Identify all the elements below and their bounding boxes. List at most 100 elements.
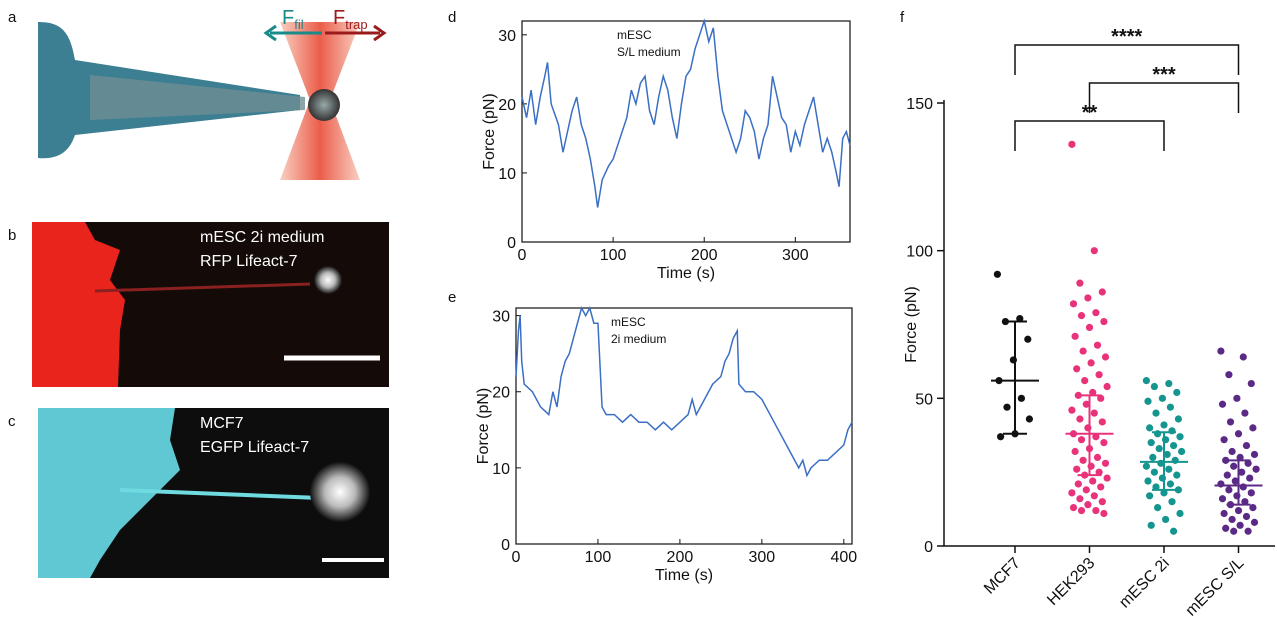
data-point	[1152, 483, 1160, 491]
data-point	[1236, 521, 1244, 529]
data-point	[1223, 471, 1231, 479]
data-point	[1077, 506, 1086, 515]
data-point	[1166, 403, 1174, 411]
data-point	[1225, 486, 1233, 494]
data-point	[1081, 377, 1089, 385]
data-point	[1098, 288, 1106, 296]
data-point	[1249, 504, 1257, 512]
data-point	[1069, 504, 1078, 512]
data-point	[1246, 474, 1254, 482]
data-point	[1085, 323, 1094, 332]
annotation: mESC	[611, 315, 646, 329]
force-trace	[521, 18, 851, 208]
data-point	[1247, 379, 1255, 388]
data-point	[1150, 382, 1158, 391]
data-point	[1222, 456, 1230, 464]
data-point	[1242, 441, 1251, 450]
data-point	[1171, 456, 1179, 464]
caption: EGFP Lifeact-7	[200, 439, 309, 456]
data-point	[1071, 447, 1079, 456]
plot-frame	[515, 307, 853, 545]
data-point	[1100, 317, 1108, 326]
panel-a-illustration	[38, 22, 387, 180]
data-point	[1160, 489, 1168, 497]
caption: mESC 2i medium	[200, 229, 324, 246]
force-trace	[515, 305, 853, 478]
data-point	[1142, 462, 1150, 470]
data-point	[1077, 312, 1086, 320]
data-point	[1222, 524, 1230, 532]
data-point	[1068, 406, 1076, 414]
data-point	[1163, 450, 1171, 459]
y-tick-label: 10	[498, 166, 516, 183]
data-point	[1241, 409, 1249, 417]
data-point	[1239, 483, 1247, 491]
data-point	[1241, 498, 1249, 506]
data-point	[1162, 515, 1170, 524]
data-point	[1092, 506, 1100, 515]
data-point	[1095, 468, 1103, 476]
data-point	[1150, 468, 1158, 476]
data-point	[1076, 279, 1084, 287]
data-point	[1082, 486, 1090, 494]
data-point	[1025, 415, 1033, 423]
data-point	[1069, 300, 1078, 308]
symbol: F	[282, 7, 294, 29]
force-label: Ftrap	[333, 7, 368, 32]
data-point	[1098, 498, 1106, 506]
x-tick-label: 0	[518, 247, 527, 264]
data-point	[1016, 314, 1024, 323]
data-point	[1103, 474, 1111, 482]
panel-label: d	[448, 9, 456, 26]
subscript: trap	[345, 17, 367, 32]
x-tick-label: 400	[830, 549, 857, 566]
data-point	[1238, 468, 1246, 476]
data-point	[1165, 379, 1173, 388]
data-point	[1230, 527, 1238, 535]
data-point	[1218, 495, 1227, 503]
data-point	[1097, 394, 1105, 402]
data-point	[1100, 439, 1108, 447]
x-tick-label: 200	[667, 549, 694, 566]
data-point	[1090, 247, 1098, 255]
data-point	[1098, 418, 1106, 426]
significance-label: **	[1082, 102, 1098, 124]
data-point	[1073, 465, 1081, 473]
y-axis-label: Force (pN)	[481, 93, 498, 169]
data-point	[1103, 382, 1111, 391]
data-point	[1024, 335, 1032, 343]
y-tick-label: 20	[498, 97, 516, 114]
data-point	[1142, 377, 1150, 385]
data-point	[1178, 447, 1186, 456]
x-tick-label: MCF7	[981, 555, 1024, 598]
x-axis-label: Time (s)	[655, 567, 713, 584]
data-point	[1234, 506, 1243, 515]
data-point	[1160, 421, 1168, 429]
data-point	[1249, 424, 1257, 432]
data-point	[1147, 521, 1155, 529]
data-point	[1089, 477, 1097, 485]
data-point	[1079, 456, 1087, 464]
panel-c-image	[38, 408, 389, 578]
data-point	[1084, 294, 1092, 302]
data-point	[1100, 509, 1108, 518]
data-point	[1017, 394, 1025, 402]
x-tick-label: 300	[782, 247, 809, 264]
data-point	[1250, 450, 1259, 459]
data-point	[1092, 433, 1100, 441]
data-point	[1239, 353, 1247, 361]
subscript: fil	[294, 17, 304, 32]
data-point	[1068, 489, 1076, 497]
data-point	[1093, 341, 1102, 349]
x-tick-label: mESC S/L	[1182, 555, 1247, 620]
data-point	[1158, 394, 1166, 402]
data-point	[997, 433, 1005, 441]
data-point	[1226, 418, 1235, 426]
significance-bracket	[1014, 120, 1165, 151]
data-point	[1174, 415, 1182, 423]
data-point	[1082, 400, 1090, 408]
data-point	[1168, 498, 1176, 506]
data-point	[1084, 501, 1092, 509]
panel-label: f	[900, 9, 905, 26]
